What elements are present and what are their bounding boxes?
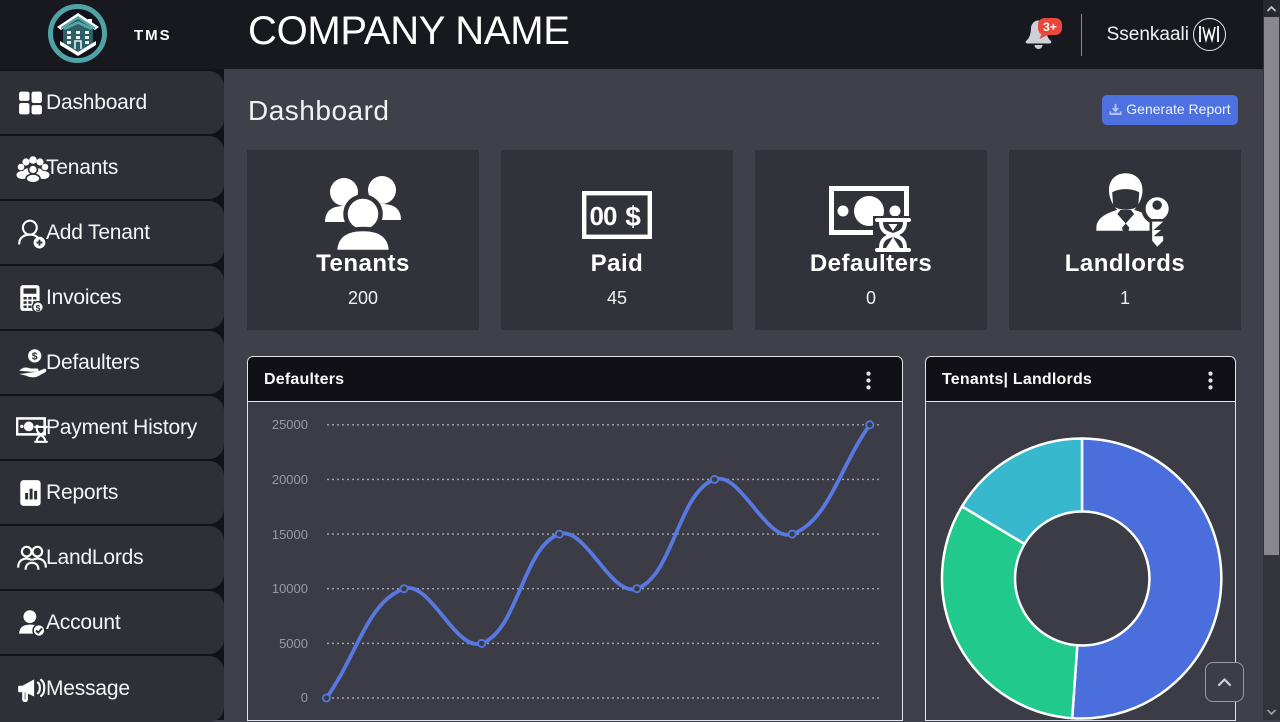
svg-text:0: 0 (301, 690, 308, 705)
svg-text:3+: 3+ (1043, 20, 1057, 34)
svg-text:10000: 10000 (272, 581, 308, 596)
svg-text:$: $ (32, 351, 38, 362)
svg-text:00: 00 (590, 201, 617, 231)
svg-text:$: $ (625, 201, 641, 232)
svg-text:$: $ (36, 302, 41, 312)
svg-text:5000: 5000 (279, 636, 308, 651)
svg-text:20000: 20000 (272, 472, 308, 487)
svg-text:15000: 15000 (272, 527, 308, 542)
svg-text:25000: 25000 (272, 417, 308, 432)
